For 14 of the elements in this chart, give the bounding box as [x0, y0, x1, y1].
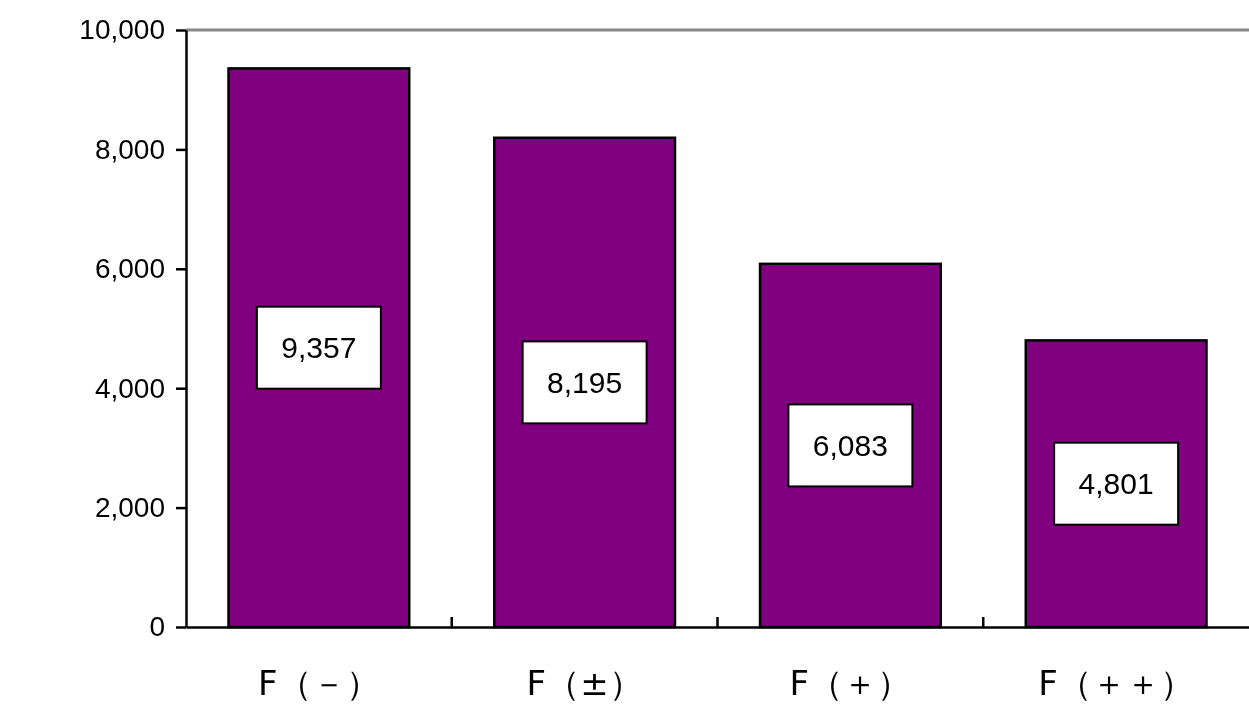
- y-tick-label: 4,000: [94, 372, 165, 404]
- y-tick-label: 10,000: [79, 14, 165, 46]
- x-tick-label: F（＋＋）: [1038, 662, 1194, 703]
- data-label: 4,801: [1078, 467, 1154, 501]
- data-label: 8,195: [547, 365, 623, 399]
- x-tick-label: F（＋）: [789, 662, 912, 703]
- y-tick-label: 6,000: [94, 253, 165, 285]
- y-tick-label: 2,000: [94, 492, 165, 524]
- x-tick-label: F（－）: [258, 662, 380, 703]
- data-label: 9,357: [281, 331, 357, 365]
- y-tick-label: 8,000: [94, 133, 165, 165]
- y-tick-label: 0: [149, 611, 165, 643]
- x-tick-label: F（±）: [526, 662, 643, 703]
- data-label: 6,083: [812, 428, 888, 462]
